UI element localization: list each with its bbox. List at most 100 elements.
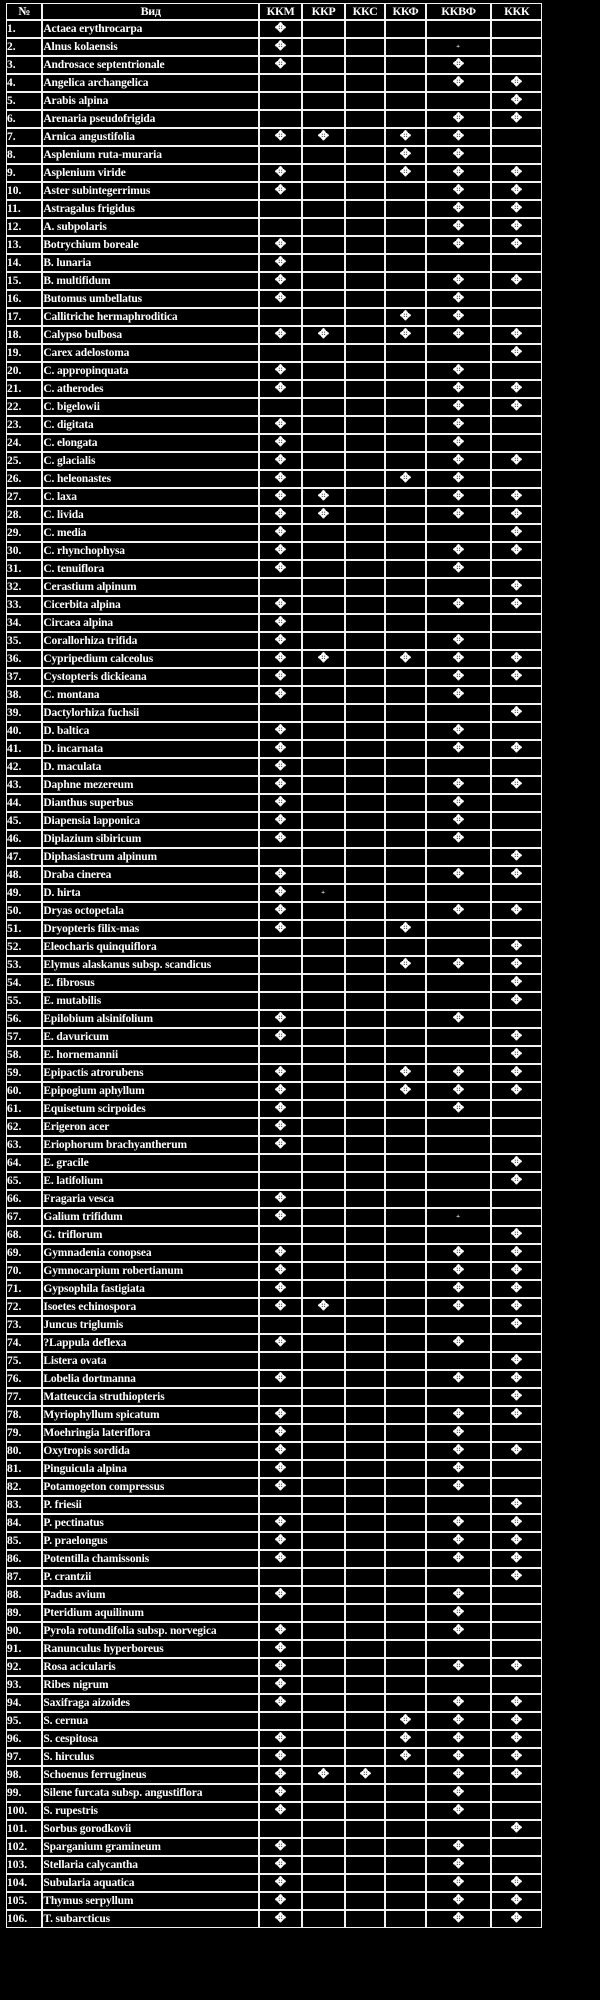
- mark-cell-kkvf: ✥: [425, 110, 492, 128]
- mark-cell-kkk: ✥: [491, 326, 542, 344]
- mark-cell-kks: [344, 1082, 386, 1100]
- mark-cell-kks: [344, 380, 386, 398]
- table-row: 17. Callitriche hermaphroditica ✥ ✥: [6, 308, 542, 326]
- mark-cell-kkf: [385, 344, 426, 362]
- presence-mark-icon: ✥: [452, 146, 465, 161]
- mark-cell-kkm: ✥: [258, 1424, 303, 1442]
- presence-mark-icon: ✥: [452, 1424, 465, 1439]
- row-number: 19.: [6, 344, 43, 362]
- presence-mark-icon: ✥: [399, 956, 412, 971]
- mark-cell-kkr: [302, 1154, 345, 1172]
- mark-cell-kkk: [491, 434, 542, 452]
- presence-mark-icon: ✥: [452, 1892, 465, 1907]
- species-name: P. pectinatus: [42, 1514, 259, 1532]
- mark-cell-kkk: ✥: [491, 344, 542, 362]
- mark-cell-kkf: [385, 110, 426, 128]
- row-number: 7.: [6, 128, 43, 146]
- row-number: 78.: [6, 1406, 43, 1424]
- species-name: Actaea erythrocarpa: [42, 20, 259, 38]
- species-name: Fragaria vesca: [42, 1190, 259, 1208]
- mark-cell-kkf: [385, 1478, 426, 1496]
- mark-cell-kkvf: ✥: [425, 1262, 492, 1280]
- table-row: 58. E. hornemannii ✥: [6, 1046, 542, 1064]
- presence-mark-icon: ✥: [274, 1910, 287, 1925]
- table-row: 40. D. baltica ✥ ✥: [6, 722, 542, 740]
- mark-cell-kkvf: ✥: [425, 362, 492, 380]
- species-name: S. hirculus: [42, 1748, 259, 1766]
- mark-cell-kkvf: ✥: [425, 1100, 492, 1118]
- mark-cell-kkm: ✥: [258, 164, 303, 182]
- presence-mark-icon: ✥: [399, 326, 412, 341]
- row-number: 66.: [6, 1190, 43, 1208]
- mark-cell-kkvf: ✥: [425, 1586, 492, 1604]
- mark-cell-kkf: [385, 434, 426, 452]
- presence-mark-icon: ✥: [317, 506, 330, 521]
- mark-cell-kkf: [385, 20, 426, 38]
- mark-cell-kks: [344, 1226, 386, 1244]
- species-name: Daphne mezereum: [42, 776, 259, 794]
- mark-cell-kkm: [258, 1316, 303, 1334]
- presence-mark-icon: ✥: [274, 326, 287, 341]
- mark-cell-kkr: [302, 1442, 345, 1460]
- mark-cell-kkr: [302, 1406, 345, 1424]
- presence-mark-icon: ✥: [510, 1748, 523, 1763]
- presence-mark-icon: ✥: [274, 470, 287, 485]
- presence-mark-icon: ✥: [452, 1370, 465, 1385]
- species-name: D. hirta: [42, 884, 259, 902]
- mark-cell-kks: [344, 1856, 386, 1874]
- mark-cell-kkr: [302, 830, 345, 848]
- mark-cell-kkk: [491, 884, 542, 902]
- mark-cell-kkm: ✥: [258, 128, 303, 146]
- presence-mark-icon: ✥: [274, 1622, 287, 1637]
- presence-mark-icon: ⁺: [321, 888, 326, 898]
- mark-cell-kkr: [302, 1514, 345, 1532]
- mark-cell-kkf: [385, 1550, 426, 1568]
- row-number: 36.: [6, 650, 43, 668]
- presence-mark-icon: ✥: [452, 1874, 465, 1889]
- presence-mark-icon: ✥: [510, 740, 523, 755]
- presence-mark-icon: ✥: [452, 326, 465, 341]
- mark-cell-kkk: ✥: [491, 380, 542, 398]
- presence-mark-icon: ✥: [274, 1658, 287, 1673]
- table-row: 105. Thymus serpyllum ✥ ✥ ✥: [6, 1892, 542, 1910]
- mark-cell-kkf: [385, 74, 426, 92]
- table-row: 100. S. rupestris ✥ ✥: [6, 1802, 542, 1820]
- mark-cell-kkf: [385, 488, 426, 506]
- mark-cell-kkf: [385, 812, 426, 830]
- mark-cell-kkk: [491, 632, 542, 650]
- mark-cell-kkk: ✥: [491, 164, 542, 182]
- header-kkf: ККФ: [385, 3, 426, 20]
- mark-cell-kkm: ✥: [258, 884, 303, 902]
- mark-cell-kkk: ✥: [491, 1658, 542, 1676]
- mark-cell-kkvf: ✥: [425, 1910, 492, 1928]
- species-name: Alnus kolaensis: [42, 38, 259, 56]
- mark-cell-kkk: ✥: [491, 956, 542, 974]
- mark-cell-kkk: ✥: [491, 1370, 542, 1388]
- mark-cell-kkf: [385, 38, 426, 56]
- mark-cell-kkk: ✥: [491, 1154, 542, 1172]
- presence-mark-icon: ✥: [452, 416, 465, 431]
- mark-cell-kks: [344, 1838, 386, 1856]
- table-row: 61. Equisetum scirpoides ✥ ✥: [6, 1100, 542, 1118]
- species-name: Isoetes echinospora: [42, 1298, 259, 1316]
- presence-mark-icon: ✥: [510, 1730, 523, 1745]
- mark-cell-kks: [344, 1892, 386, 1910]
- mark-cell-kkm: ✥: [258, 686, 303, 704]
- row-number: 63.: [6, 1136, 43, 1154]
- mark-cell-kkf: [385, 1208, 426, 1226]
- presence-mark-icon: ✥: [274, 902, 287, 917]
- table-row: 42. D. maculata ✥: [6, 758, 542, 776]
- row-number: 94.: [6, 1694, 43, 1712]
- table-row: 82. Potamogeton compressus ✥ ✥: [6, 1478, 542, 1496]
- mark-cell-kkr: [302, 74, 345, 92]
- mark-cell-kkvf: [425, 920, 492, 938]
- table-row: 31. C. tenuiflora ✥ ✥: [6, 560, 542, 578]
- mark-cell-kkvf: [425, 1226, 492, 1244]
- mark-cell-kks: [344, 1280, 386, 1298]
- mark-cell-kkf: [385, 1280, 426, 1298]
- presence-mark-icon: ✥: [510, 1028, 523, 1043]
- mark-cell-kkm: ✥: [258, 650, 303, 668]
- row-number: 27.: [6, 488, 43, 506]
- mark-cell-kkk: [491, 308, 542, 326]
- presence-mark-icon: ✥: [274, 830, 287, 845]
